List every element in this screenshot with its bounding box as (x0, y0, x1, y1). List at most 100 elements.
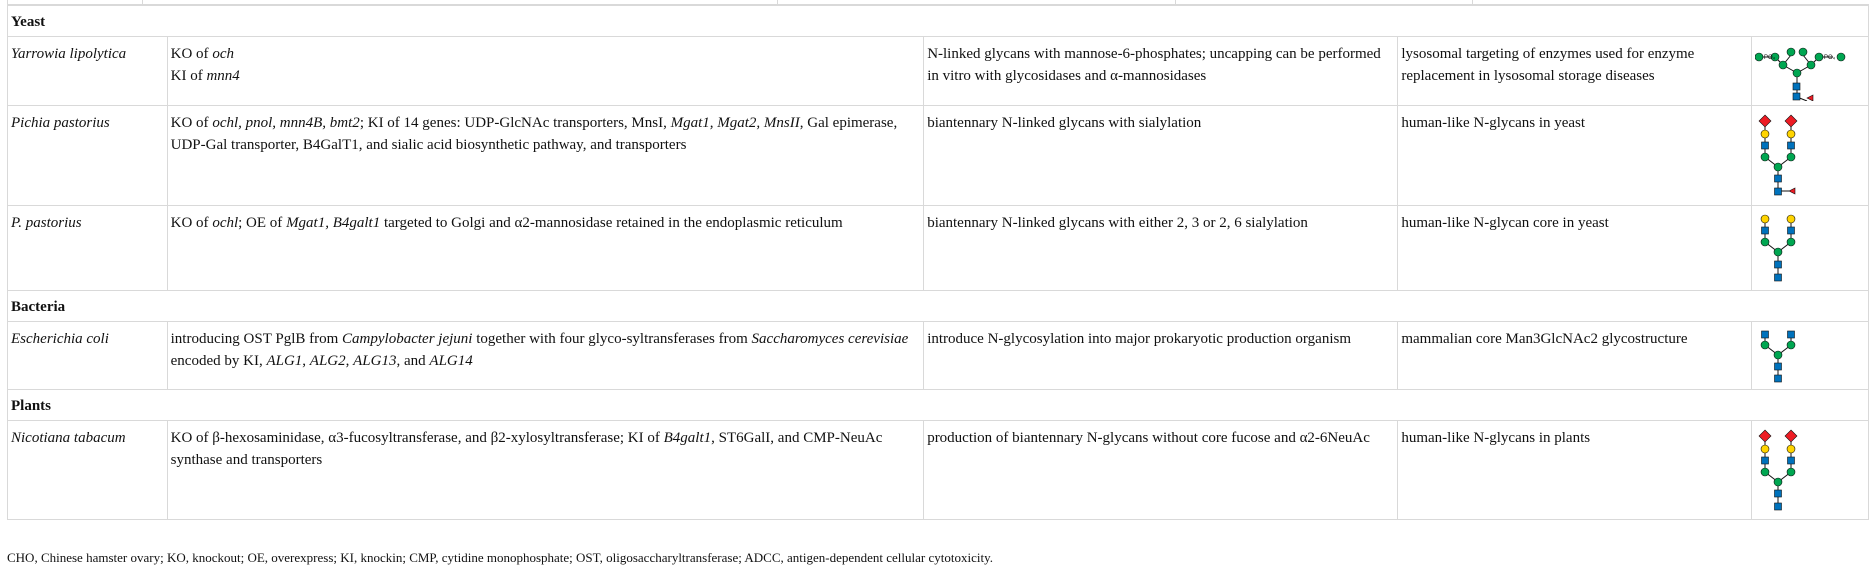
mannose-circle-icon (1773, 247, 1783, 257)
mannose-circle-icon (1786, 237, 1796, 247)
sialic-diamond-icon (1784, 114, 1798, 128)
glcnac-square-icon (1787, 456, 1796, 465)
mannose-circle-icon (1760, 340, 1770, 350)
table-row: Nicotiana tabacum KO of β-hexosaminidase… (7, 420, 1869, 520)
mannose-circle-icon (1773, 477, 1783, 487)
section-title-bacteria: Bacteria (7, 290, 1869, 322)
mod-text: KI of (170, 68, 207, 84)
glcnac-square-icon (1774, 174, 1783, 183)
mannose-circle-icon (1770, 52, 1780, 62)
product-cell: biantennary N-linked glycans with either… (923, 205, 1399, 291)
mod-text: introducing OST PglB from (170, 331, 343, 347)
glycan-cell (1751, 205, 1869, 291)
glcnac-square-icon (1792, 82, 1801, 91)
mod-text: targeted to Golgi and α2-mannosidase ret… (380, 215, 843, 231)
organism-cell: Escherichia coli (7, 321, 168, 390)
mod-text: ; KI of 14 genes: UDP-GlcNAc transporter… (359, 115, 671, 131)
table-row: Pichia pastorius KO of ochl, pnol, mnn4B… (7, 105, 1869, 206)
glcnac-square-icon (1774, 260, 1783, 269)
gene-name: ALG14 (429, 353, 473, 369)
galactose-circle-icon (1760, 214, 1770, 224)
gene-name: Mgat1, Mgat2, MnsII (670, 115, 800, 131)
mannose-circle-icon (1755, 52, 1764, 62)
mannose-circle-icon (1786, 47, 1796, 57)
table-footnote: CHO, Chinese hamster ovary; KO, knockout… (7, 550, 993, 565)
mannose-circle-icon (1760, 467, 1770, 477)
product-cell: biantennary N-linked glycans with sialyl… (923, 105, 1399, 206)
organism-cell: Pichia pastorius (7, 105, 168, 206)
glycoengineering-table: Yeast Yarrowia lipolytica KO of och KI o… (7, 5, 1869, 520)
mannose-circle-icon (1786, 467, 1796, 477)
organism-cell: Yarrowia lipolytica (7, 36, 168, 106)
glycan-structure-icon: PO₄ PO₄ (1755, 47, 1846, 101)
sialic-diamond-icon (1758, 114, 1772, 128)
glycan-cell (1751, 105, 1869, 206)
glcnac-square-icon (1761, 330, 1770, 339)
mod-text: KO of (170, 46, 213, 62)
modification-cell: KO of ochl, pnol, mnn4B, bmt2; KI of 14 … (166, 105, 925, 206)
mod-text: KO of β-hexosaminidase, α3-fucosyltransf… (170, 430, 664, 446)
gene-name: Mgat1, B4galt1 (286, 215, 381, 231)
glcnac-square-icon (1787, 226, 1796, 235)
glycan-cell (1751, 321, 1869, 390)
fucose-triangle-icon (1788, 187, 1796, 195)
phosphate-label: PO₄ (1824, 55, 1836, 61)
modification-cell: KO of ochl; OE of Mgat1, B4galt1 targete… (166, 205, 925, 291)
mannose-circle-icon (1773, 162, 1783, 172)
mod-text: ; OE of (238, 215, 287, 231)
galactose-circle-icon (1786, 444, 1796, 454)
galactose-circle-icon (1760, 444, 1770, 454)
galactose-circle-icon (1786, 214, 1796, 224)
section-row-plants: Plants (7, 389, 1869, 421)
application-cell: human-like N-glycans in yeast (1397, 105, 1753, 206)
mannose-circle-icon (1798, 47, 1808, 57)
mod-text: , ST6GalI, and CMP-NeuAc synthase and tr… (170, 430, 883, 468)
modification-cell: KO of och KI of mnn4 (166, 36, 925, 106)
mannose-circle-icon (1792, 68, 1802, 78)
application-cell: lysosomal targeting of enzymes used for … (1397, 36, 1753, 106)
application-cell: mammalian core Man3GlcNAc2 glycostructur… (1397, 321, 1753, 390)
glycan-structure-icon (1758, 114, 1798, 196)
section-row-bacteria: Bacteria (7, 290, 1869, 322)
mod-text: , Gal epimerase, UDP-Gal transporter, B4… (170, 115, 898, 153)
gene-name: mnn4 (206, 68, 240, 84)
glcnac-square-icon (1774, 187, 1783, 196)
mannose-circle-icon (1760, 152, 1770, 162)
gene-name: ochl, pnol, mnn4B, bmt2 (212, 115, 360, 131)
product-cell: introduce N-glycosylation into major pro… (923, 321, 1399, 390)
gene-name: och (212, 46, 234, 62)
mannose-circle-icon (1806, 60, 1816, 70)
application-cell: human-like N-glycans in plants (1397, 420, 1753, 520)
glcnac-square-icon (1792, 92, 1801, 101)
mannose-circle-icon (1773, 350, 1783, 360)
glycan-structure-icon (1760, 330, 1796, 383)
modification-cell: KO of β-hexosaminidase, α3-fucosyltransf… (166, 420, 925, 520)
glycan-cell: PO₄ PO₄ (1751, 36, 1869, 106)
glcnac-square-icon (1761, 141, 1770, 150)
mannose-circle-icon (1786, 152, 1796, 162)
mod-text: encoded by KI, (170, 353, 267, 369)
section-title-plants: Plants (7, 389, 1869, 421)
product-cell: production of biantennary N-glycans with… (923, 420, 1399, 520)
glcnac-square-icon (1774, 502, 1783, 511)
mod-text: , and (396, 353, 430, 369)
glcnac-square-icon (1774, 273, 1783, 282)
glycan-structure-icon (1760, 214, 1796, 282)
modification-cell: introducing OST PglB from Campylobacter … (166, 321, 925, 390)
organism-cell: P. pastorius (7, 205, 168, 291)
section-title-yeast: Yeast (7, 5, 1869, 37)
phosphate-label: PO₄ (1764, 55, 1776, 61)
gene-name: ALG2 (309, 353, 346, 369)
glcnac-square-icon (1774, 362, 1783, 371)
table-row: Escherichia coli introducing OST PglB fr… (7, 321, 1869, 390)
species-name: Saccharomyces cerevisiae (751, 331, 909, 347)
mannose-circle-icon (1760, 237, 1770, 247)
glcnac-square-icon (1774, 489, 1783, 498)
section-row-yeast: Yeast (7, 5, 1869, 37)
sialic-diamond-icon (1758, 429, 1772, 443)
glcnac-square-icon (1774, 374, 1783, 383)
mannose-circle-icon (1814, 52, 1824, 62)
mannose-circle-icon (1786, 340, 1796, 350)
mod-text: KO of (170, 115, 213, 131)
species-name: Campylobacter jejuni (342, 331, 473, 347)
